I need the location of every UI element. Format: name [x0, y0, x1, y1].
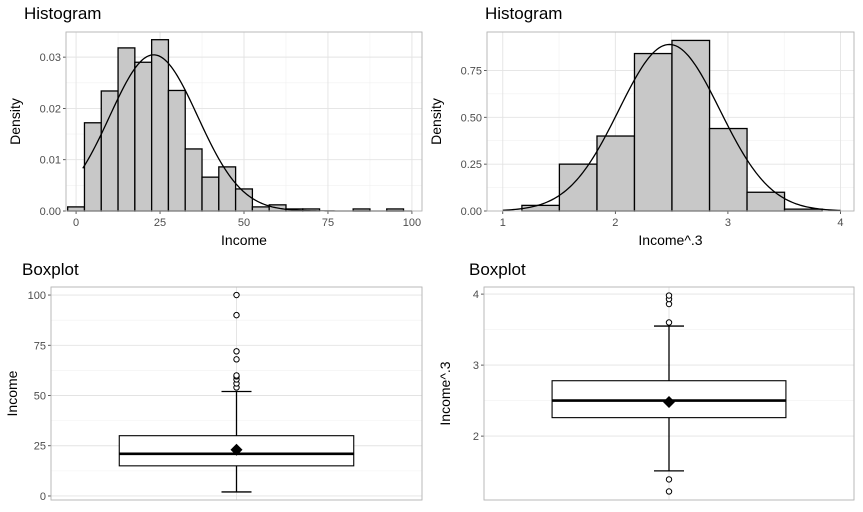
- y-tick-label: 50: [34, 391, 46, 403]
- x-tick-label: 1: [500, 217, 506, 229]
- histogram-bar: [67, 206, 86, 212]
- x-tick-label: 2: [612, 217, 618, 229]
- y-axis-label: Density: [428, 98, 444, 145]
- outlier-point: [233, 372, 240, 379]
- x-tick-label: 4: [837, 217, 843, 229]
- outlier-point: [665, 476, 673, 483]
- histogram-bar: [708, 127, 748, 212]
- y-axis-label: Density: [7, 98, 23, 145]
- y-tick-label: 0: [40, 491, 46, 503]
- histogram-bar: [167, 89, 186, 212]
- x-tick-label: 75: [322, 217, 334, 229]
- outlier-point: [233, 348, 240, 355]
- histogram-bar: [251, 206, 270, 212]
- outlier-point: [665, 319, 673, 326]
- plot-border: [483, 286, 855, 501]
- x-tick-label: 100: [403, 217, 421, 229]
- histogram-bar: [596, 135, 636, 212]
- outlier-point: [665, 488, 673, 495]
- outlier-point: [233, 311, 240, 319]
- outlier-point: [233, 356, 240, 363]
- normal-density-curve: [502, 43, 841, 212]
- histogram-bar: [184, 148, 203, 212]
- chart-title: Histogram: [485, 4, 563, 23]
- histogram-bar: [201, 176, 220, 212]
- histogram-bar: [558, 163, 598, 212]
- chart-title: Boxplot: [469, 260, 526, 279]
- x-tick-label: 0: [73, 217, 79, 229]
- histogram-bar: [671, 39, 711, 212]
- y-tick-label: 0.25: [461, 159, 482, 171]
- histogram-bar: [134, 61, 153, 212]
- histogram-bar: [100, 90, 119, 212]
- histogram-transformed-chart: 1 2 3 4 0.00 0.25 0.50 0.75 Income^.3 Density: [428, 31, 855, 248]
- y-tick-label: 0.00: [40, 206, 61, 218]
- y-tick-label: 0.03: [40, 52, 61, 64]
- y-tick-label: 3: [473, 360, 479, 372]
- histogram-income-chart: 0 25 50 75 100 0.00 0.01 0.02 0.03 Income Density: [7, 31, 423, 248]
- histogram-bar: [150, 39, 170, 212]
- y-tick-label: 0.02: [40, 103, 61, 115]
- y-tick-label: 0.50: [461, 112, 482, 124]
- chart-title: Boxplot: [22, 260, 79, 279]
- x-tick-label: 25: [154, 217, 166, 229]
- y-tick-label: 0.01: [40, 155, 61, 167]
- x-tick-label: 3: [725, 217, 731, 229]
- y-tick-label: 75: [34, 340, 46, 352]
- histogram-transformed-panel: Histogram 1 2 3 4 0.00 0.25 0.50 0.75 Income^.3 D…: [428, 0, 863, 256]
- y-tick-label: 4: [473, 289, 479, 301]
- boxplot-transformed-panel: Boxplot 2 3 4 Income^.3: [431, 256, 863, 512]
- y-axis-label: Income: [4, 370, 20, 416]
- x-axis-label: Income: [221, 232, 267, 248]
- plot-border: [50, 286, 423, 501]
- histogram-bar: [83, 122, 102, 212]
- boxplot-income-panel: Boxplot 0 25 50 75 100 Income: [0, 256, 431, 512]
- y-tick-label: 25: [34, 441, 46, 453]
- boxplot-transformed-chart: 2 3 4 Income^.3: [437, 286, 855, 501]
- histogram-income-panel: Histogram 0 25 50 75 100 0.00 0.01 0.02 0.03 Inco…: [0, 0, 431, 256]
- y-tick-label: 0.00: [461, 206, 482, 218]
- y-tick-label: 2: [473, 431, 479, 443]
- mean-marker: [230, 443, 243, 456]
- plot-border: [486, 31, 855, 212]
- box: [551, 380, 787, 419]
- mean-marker: [663, 396, 675, 409]
- boxplot-income-chart: 0 25 50 75 100 Income: [4, 286, 423, 503]
- plot-border: [65, 31, 423, 212]
- chart-title: Histogram: [24, 4, 102, 23]
- y-axis-label: Income^.3: [437, 361, 453, 425]
- outlier-point: [665, 292, 673, 299]
- histogram-bar: [633, 52, 673, 212]
- x-tick-label: 50: [238, 217, 250, 229]
- y-tick-label: 0.75: [461, 65, 482, 77]
- x-axis-label: Income^.3: [638, 232, 702, 248]
- y-tick-label: 100: [28, 290, 46, 302]
- outlier-point: [233, 291, 240, 299]
